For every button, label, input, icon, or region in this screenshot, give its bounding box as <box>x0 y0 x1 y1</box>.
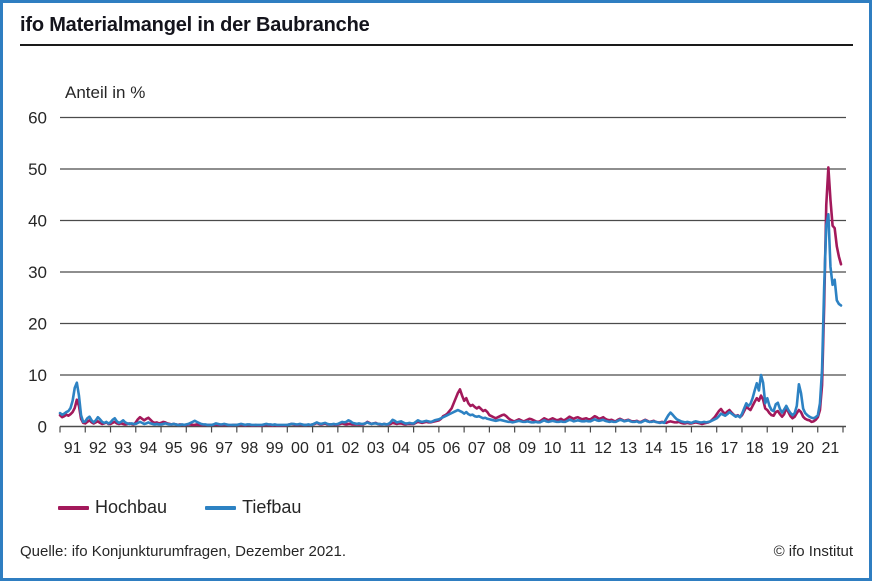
y-tick-label-30: 30 <box>28 263 47 282</box>
x-tick-label-09: 09 <box>518 440 536 457</box>
y-tick-label-0: 0 <box>38 418 47 437</box>
x-tick-label-92: 92 <box>89 440 107 457</box>
x-tick-label-21: 21 <box>821 440 839 457</box>
x-tick-label-04: 04 <box>392 440 410 457</box>
x-tick-label-12: 12 <box>594 440 612 457</box>
x-tick-label-01: 01 <box>316 440 334 457</box>
x-tick-label-94: 94 <box>140 440 158 457</box>
x-tick-label-18: 18 <box>746 440 764 457</box>
x-tick-label-02: 02 <box>342 440 360 457</box>
legend-item-hochbau: Hochbau <box>58 497 167 518</box>
x-tick-label-03: 03 <box>367 440 385 457</box>
title-divider <box>20 44 853 46</box>
x-tick-label-07: 07 <box>468 440 486 457</box>
x-tick-label-13: 13 <box>619 440 637 457</box>
x-tick-label-00: 00 <box>291 440 309 457</box>
hochbau-line-swatch <box>58 505 89 510</box>
y-tick-label-10: 10 <box>28 366 47 385</box>
y-tick-label-40: 40 <box>28 212 47 231</box>
source-note: Quelle: ifo Konjunkturumfragen, Dezember… <box>20 543 347 560</box>
x-tick-label-08: 08 <box>493 440 511 457</box>
y-tick-label-60: 60 <box>28 109 47 128</box>
legend-label-hochbau: Hochbau <box>95 497 168 517</box>
x-tick-label-20: 20 <box>796 440 814 457</box>
tiefbau-line-swatch <box>205 505 237 510</box>
x-tick-label-91: 91 <box>64 440 82 457</box>
x-tick-label-17: 17 <box>720 440 738 457</box>
x-tick-label-97: 97 <box>215 440 233 457</box>
x-tick-label-05: 05 <box>417 440 435 457</box>
page-title: ifo Materialmangel in der Baubranche <box>20 14 370 36</box>
y-tick-label-20: 20 <box>28 315 47 334</box>
legend-item-tiefbau: Tiefbau <box>205 497 301 518</box>
legend: Hochbau Tiefbau <box>58 497 301 518</box>
x-tick-label-15: 15 <box>670 440 688 457</box>
footer: Quelle: ifo Konjunkturumfragen, Dezember… <box>20 543 853 560</box>
tiefbau-line <box>58 213 843 427</box>
x-tick-label-98: 98 <box>241 440 259 457</box>
x-tick-label-06: 06 <box>443 440 461 457</box>
chart-canvas: 0 10 20 30 40 50 60 91 92 93 94 95 96 97 98 99 00 01 02 03 0… <box>28 109 846 457</box>
x-tick-label-16: 16 <box>695 440 713 457</box>
x-tick-label-95: 95 <box>165 440 183 457</box>
x-tick-label-11: 11 <box>569 440 586 457</box>
x-tick-label-10: 10 <box>544 440 562 457</box>
x-tick-label-14: 14 <box>645 440 663 457</box>
x-tick-label-96: 96 <box>190 440 208 457</box>
y-axis-unit-label: Anteil in % <box>65 83 146 102</box>
x-tick-label-93: 93 <box>114 440 132 457</box>
copyright-note: © ifo Institut <box>773 543 853 560</box>
y-tick-label-50: 50 <box>28 160 47 179</box>
x-tick-label-99: 99 <box>266 440 284 457</box>
legend-label-tiefbau: Tiefbau <box>242 497 302 517</box>
x-tick-label-19: 19 <box>771 440 789 457</box>
hochbau-line <box>58 166 843 427</box>
